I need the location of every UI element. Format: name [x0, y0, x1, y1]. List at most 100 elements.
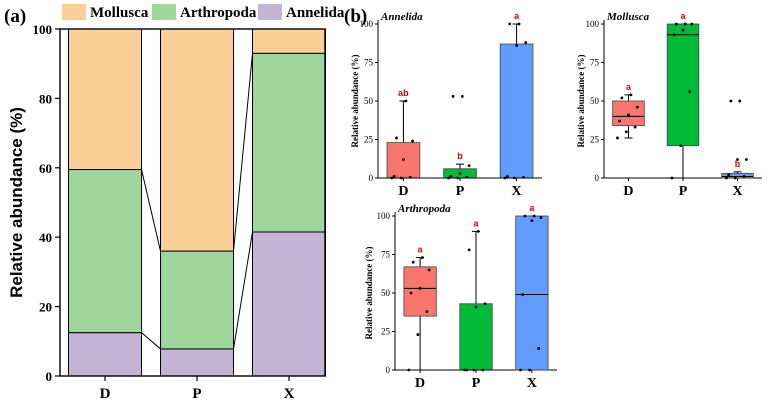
legend-label-annelida: Annelida [286, 5, 345, 21]
data-point [725, 176, 728, 180]
box-D [612, 100, 645, 127]
data-point [458, 171, 462, 175]
significance-letter: a [626, 82, 632, 92]
data-point [528, 368, 532, 372]
significance-letter: b [457, 151, 463, 161]
data-point [420, 256, 424, 259]
data-point [409, 291, 413, 295]
x-tick-label: D [398, 184, 408, 199]
y-tick-label: 50 [590, 96, 600, 106]
data-point [395, 136, 398, 140]
bar-P-annelida [160, 348, 234, 377]
y-tick-label: 60 [39, 161, 52, 176]
data-point [465, 368, 469, 372]
stacked-bar-chart: 0 20 40 60 80 100 D P X Relative abundance (%) Mol… [7, 4, 345, 400]
data-point [733, 176, 737, 180]
significance-letter: a [680, 11, 686, 21]
data-point [451, 94, 455, 98]
panel-b-label: (b) [344, 6, 367, 27]
box-X [499, 43, 534, 179]
data-point [629, 93, 633, 97]
x-tick-label: X [512, 184, 522, 199]
data-point [742, 175, 746, 178]
box-D [403, 266, 437, 317]
data-point [472, 368, 476, 372]
data-point [523, 214, 527, 218]
bar-X-mollusca [252, 28, 326, 54]
x-tick-label: D [415, 376, 425, 391]
data-point [624, 130, 628, 134]
data-point [727, 173, 731, 177]
bar-X-arthropoda [252, 52, 326, 233]
data-point [416, 333, 420, 336]
data-point [688, 90, 692, 94]
y-tick-label: 100 [33, 22, 53, 37]
data-point [744, 158, 748, 161]
box-P [666, 23, 700, 147]
data-point [508, 22, 512, 26]
data-point [681, 28, 685, 32]
x-tick-label: P [679, 184, 688, 199]
data-point [407, 368, 411, 372]
y-axis-title: Relative abundance (%) [576, 55, 586, 148]
significance-letter: a [514, 11, 520, 21]
connector-line [141, 169, 161, 252]
data-point [503, 176, 507, 180]
legend-label-arthropoda: Arthropoda [180, 5, 257, 21]
data-point [411, 260, 415, 264]
data-point [467, 248, 471, 252]
data-point [411, 139, 415, 143]
data-point [402, 158, 405, 161]
data-point [618, 119, 622, 123]
data-point [729, 99, 733, 103]
panel-a-label: (a) [4, 6, 26, 27]
y-tick-label: 20 [39, 300, 52, 315]
x-tick-label: X [732, 184, 742, 199]
box-P [459, 303, 493, 371]
data-point [635, 105, 639, 109]
data-point [404, 99, 408, 103]
data-point [515, 44, 518, 47]
x-tick-label: X [284, 386, 295, 400]
data-point [521, 293, 525, 296]
data-point [408, 175, 412, 179]
plot-title: Arthropoda [397, 203, 451, 215]
data-point [418, 286, 422, 290]
bar-D-mollusca [68, 28, 142, 171]
data-point [522, 175, 525, 179]
y-tick-label: 75 [381, 250, 391, 260]
y-tick-label: 50 [364, 96, 374, 106]
data-point [738, 99, 742, 103]
x-tick-label: X [527, 376, 537, 391]
x-tick-label: D [623, 184, 633, 199]
data-point [537, 347, 541, 350]
data-point [736, 158, 739, 161]
significance-letter: a [473, 218, 479, 228]
bar-X-annelida [252, 231, 326, 377]
connector-line [141, 332, 161, 350]
x-tick-label: P [192, 386, 201, 400]
y-tick-label: 100 [377, 211, 391, 221]
legend-swatch-arthropoda [152, 4, 176, 20]
data-point [483, 302, 487, 306]
data-point [517, 22, 521, 26]
legend-swatch-mollusca [62, 4, 86, 20]
x-tick-label: P [456, 184, 465, 199]
data-point [674, 22, 678, 26]
y-tick-label: 0 [369, 173, 374, 183]
data-point [512, 176, 516, 180]
significance-letter: ab [398, 88, 409, 98]
data-point [392, 175, 396, 178]
plot-frame [59, 28, 326, 377]
data-point [399, 176, 403, 180]
bar-D-annelida [68, 332, 142, 377]
data-point [476, 230, 480, 233]
y-tick-label: 25 [364, 135, 374, 145]
data-point [427, 268, 431, 272]
data-point [672, 33, 676, 37]
data-point [519, 368, 522, 372]
y-tick-label: 0 [46, 369, 53, 384]
significance-letter: a [418, 245, 424, 255]
data-point [447, 176, 450, 180]
